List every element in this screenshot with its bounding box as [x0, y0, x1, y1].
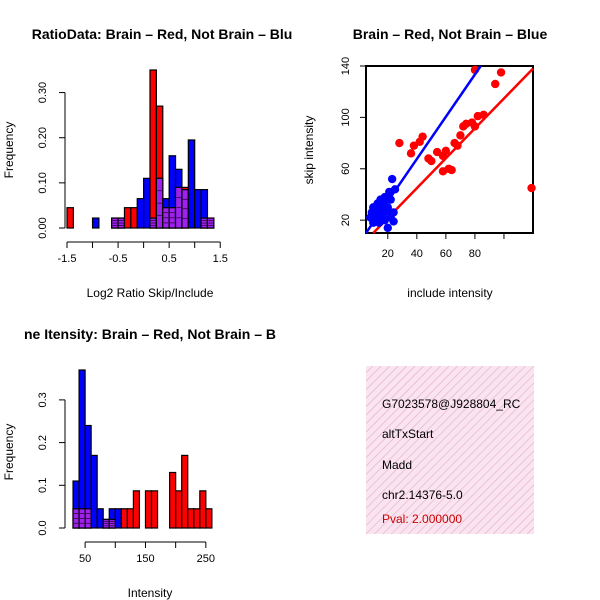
intensity-histogram-y-tick-label: 0.0 — [37, 520, 49, 535]
intensity-histogram-x-tick-label: 50 — [79, 553, 91, 565]
info-panel: G7023578@J928804_RC altTxStart Madd chr2… — [366, 366, 534, 534]
ratio-histogram-xlabel: Log2 Ratio Skip/Include — [87, 286, 214, 300]
intensity-histogram-bar-brain — [150, 490, 159, 529]
scatter-point-brain — [395, 138, 404, 148]
intensity-histogram-bar-brain — [193, 508, 201, 529]
intensity-scatter-x-tick-label: 20 — [382, 248, 394, 260]
intensity-scatter-x-tick-label: 40 — [411, 248, 423, 260]
info-gene-name: Madd — [382, 458, 412, 472]
ratio-histogram-x-tick-label: -1.5 — [58, 253, 77, 265]
intensity-scatter-title: Brain – Red, Not Brain – Blue — [353, 26, 548, 42]
fit-line-brain — [372, 67, 534, 234]
ratio-histogram-ylabel: Frequency — [2, 122, 16, 179]
intensity-histogram-y-tick-label: 0.1 — [37, 478, 49, 493]
scatter-point-brain — [496, 68, 506, 77]
ratio-histogram-x-tick-label: -0.5 — [109, 253, 128, 265]
ratio-histogram-x-tick-label: 1.5 — [213, 253, 228, 265]
ratio-histogram-bar-not-brain — [187, 139, 196, 229]
ratio-histogram-bar-brain — [123, 207, 132, 229]
intensity-histogram-bar-not-brain — [78, 369, 86, 529]
intensity-scatter-y-tick-label: 140 — [340, 57, 352, 75]
intensity-histogram-bar-brain — [187, 508, 195, 529]
scatter-point-brain — [470, 122, 480, 131]
scatter-point-brain — [447, 165, 456, 175]
scatter-point-not-brain — [387, 174, 397, 184]
scatter-point-not-brain — [389, 217, 398, 226]
intensity-histogram-bar-brain — [205, 508, 213, 529]
intensity-histogram-title: ne Itensity: Brain – Red, Not Brain – B — [24, 326, 276, 342]
ratio-histogram-y-tick-label: 0.20 — [37, 127, 49, 148]
intensity-scatter-x-tick-label: 80 — [469, 248, 481, 260]
intensity-histogram-bar-brain — [132, 490, 141, 529]
intensity-histogram-bar-brain — [126, 508, 135, 529]
intensity-scatter: Brain – Red, Not Brain – Blue 20 40 60 80 20… — [302, 26, 547, 300]
ratio-histogram-bar-not-brain — [91, 217, 100, 229]
ratio-histogram-bar-not-brain — [136, 198, 145, 229]
intensity-histogram-bar-brain — [175, 490, 183, 529]
ratio-histogram-bar-brain — [130, 207, 138, 229]
intensity-scatter-xlabel: include intensity — [407, 286, 492, 300]
info-probe-id: G7023578@J928804_RC — [382, 397, 521, 411]
intensity-histogram-xlabel: Intensity — [128, 586, 173, 600]
fit-line-not-brain — [364, 65, 482, 234]
scatter-point-brain — [406, 149, 416, 158]
intensity-histogram-y-tick-label: 0.2 — [37, 435, 49, 450]
intensity-histogram-bar-brain — [169, 471, 177, 529]
info-locus: chr2.14376-5.0 — [382, 488, 463, 502]
intensity-scatter-x-tick-label: 60 — [440, 248, 452, 260]
info-event-type: altTxStart — [382, 427, 434, 441]
intensity-histogram: ne Itensity: Brain – Red, Not Brain – B … — [2, 326, 276, 600]
intensity-histogram-bar-not-brain — [90, 454, 98, 529]
intensity-scatter-ylabel: skip intensity — [302, 116, 316, 185]
scatter-point-brain — [427, 156, 436, 166]
ratio-histogram-y-tick-label: 0.30 — [37, 82, 49, 103]
info-pvalue: Pval: 2.000000 — [382, 512, 462, 526]
intensity-scatter-y-tick-label: 60 — [340, 163, 352, 175]
ratio-histogram-bar-brain — [66, 207, 74, 229]
scatter-point-not-brain — [383, 223, 392, 233]
intensity-histogram-bar-brain — [199, 490, 207, 529]
scatter-point-brain — [456, 131, 465, 140]
ratio-histogram-bar-not-brain — [143, 177, 151, 229]
ratio-histogram-bar-not-brain — [194, 189, 202, 229]
ratio-histogram-x-tick-label: 0.5 — [162, 253, 177, 265]
intensity-scatter-y-tick-label: 20 — [340, 214, 352, 226]
scatter-point-brain — [441, 146, 451, 155]
ratio-histogram-y-tick-label: 0.00 — [37, 217, 49, 238]
scatter-point-brain — [527, 183, 536, 193]
intensity-histogram-x-tick-label: 150 — [136, 553, 154, 565]
intensity-scatter-y-tick-label: 100 — [340, 108, 352, 126]
intensity-histogram-bar-not-brain — [96, 508, 104, 529]
scatter-point-not-brain — [389, 208, 398, 217]
scatter-point-brain — [418, 132, 427, 141]
intensity-histogram-bar-brain — [181, 454, 189, 529]
ratio-histogram-bar-brain — [149, 69, 157, 229]
intensity-histogram-bar-brain — [120, 508, 128, 529]
intensity-histogram-bar-not-brain — [114, 508, 122, 529]
ratio-histogram: RatioData: Brain – Red, Not Brain – Blu … — [2, 26, 292, 300]
info-panel-background — [366, 366, 534, 534]
scatter-point-brain — [491, 79, 500, 89]
scatter-point-brain — [438, 167, 448, 176]
intensity-histogram-y-tick-label: 0.3 — [37, 392, 49, 407]
ratio-histogram-y-tick-label: 0.10 — [37, 172, 49, 193]
intensity-histogram-ylabel: Frequency — [2, 424, 16, 481]
ratio-histogram-title: RatioData: Brain – Red, Not Brain – Blu — [32, 26, 293, 42]
intensity-histogram-x-tick-label: 250 — [197, 553, 215, 565]
intensity-scatter-frame — [365, 65, 534, 234]
intensity-histogram-bar-brain — [144, 490, 153, 529]
